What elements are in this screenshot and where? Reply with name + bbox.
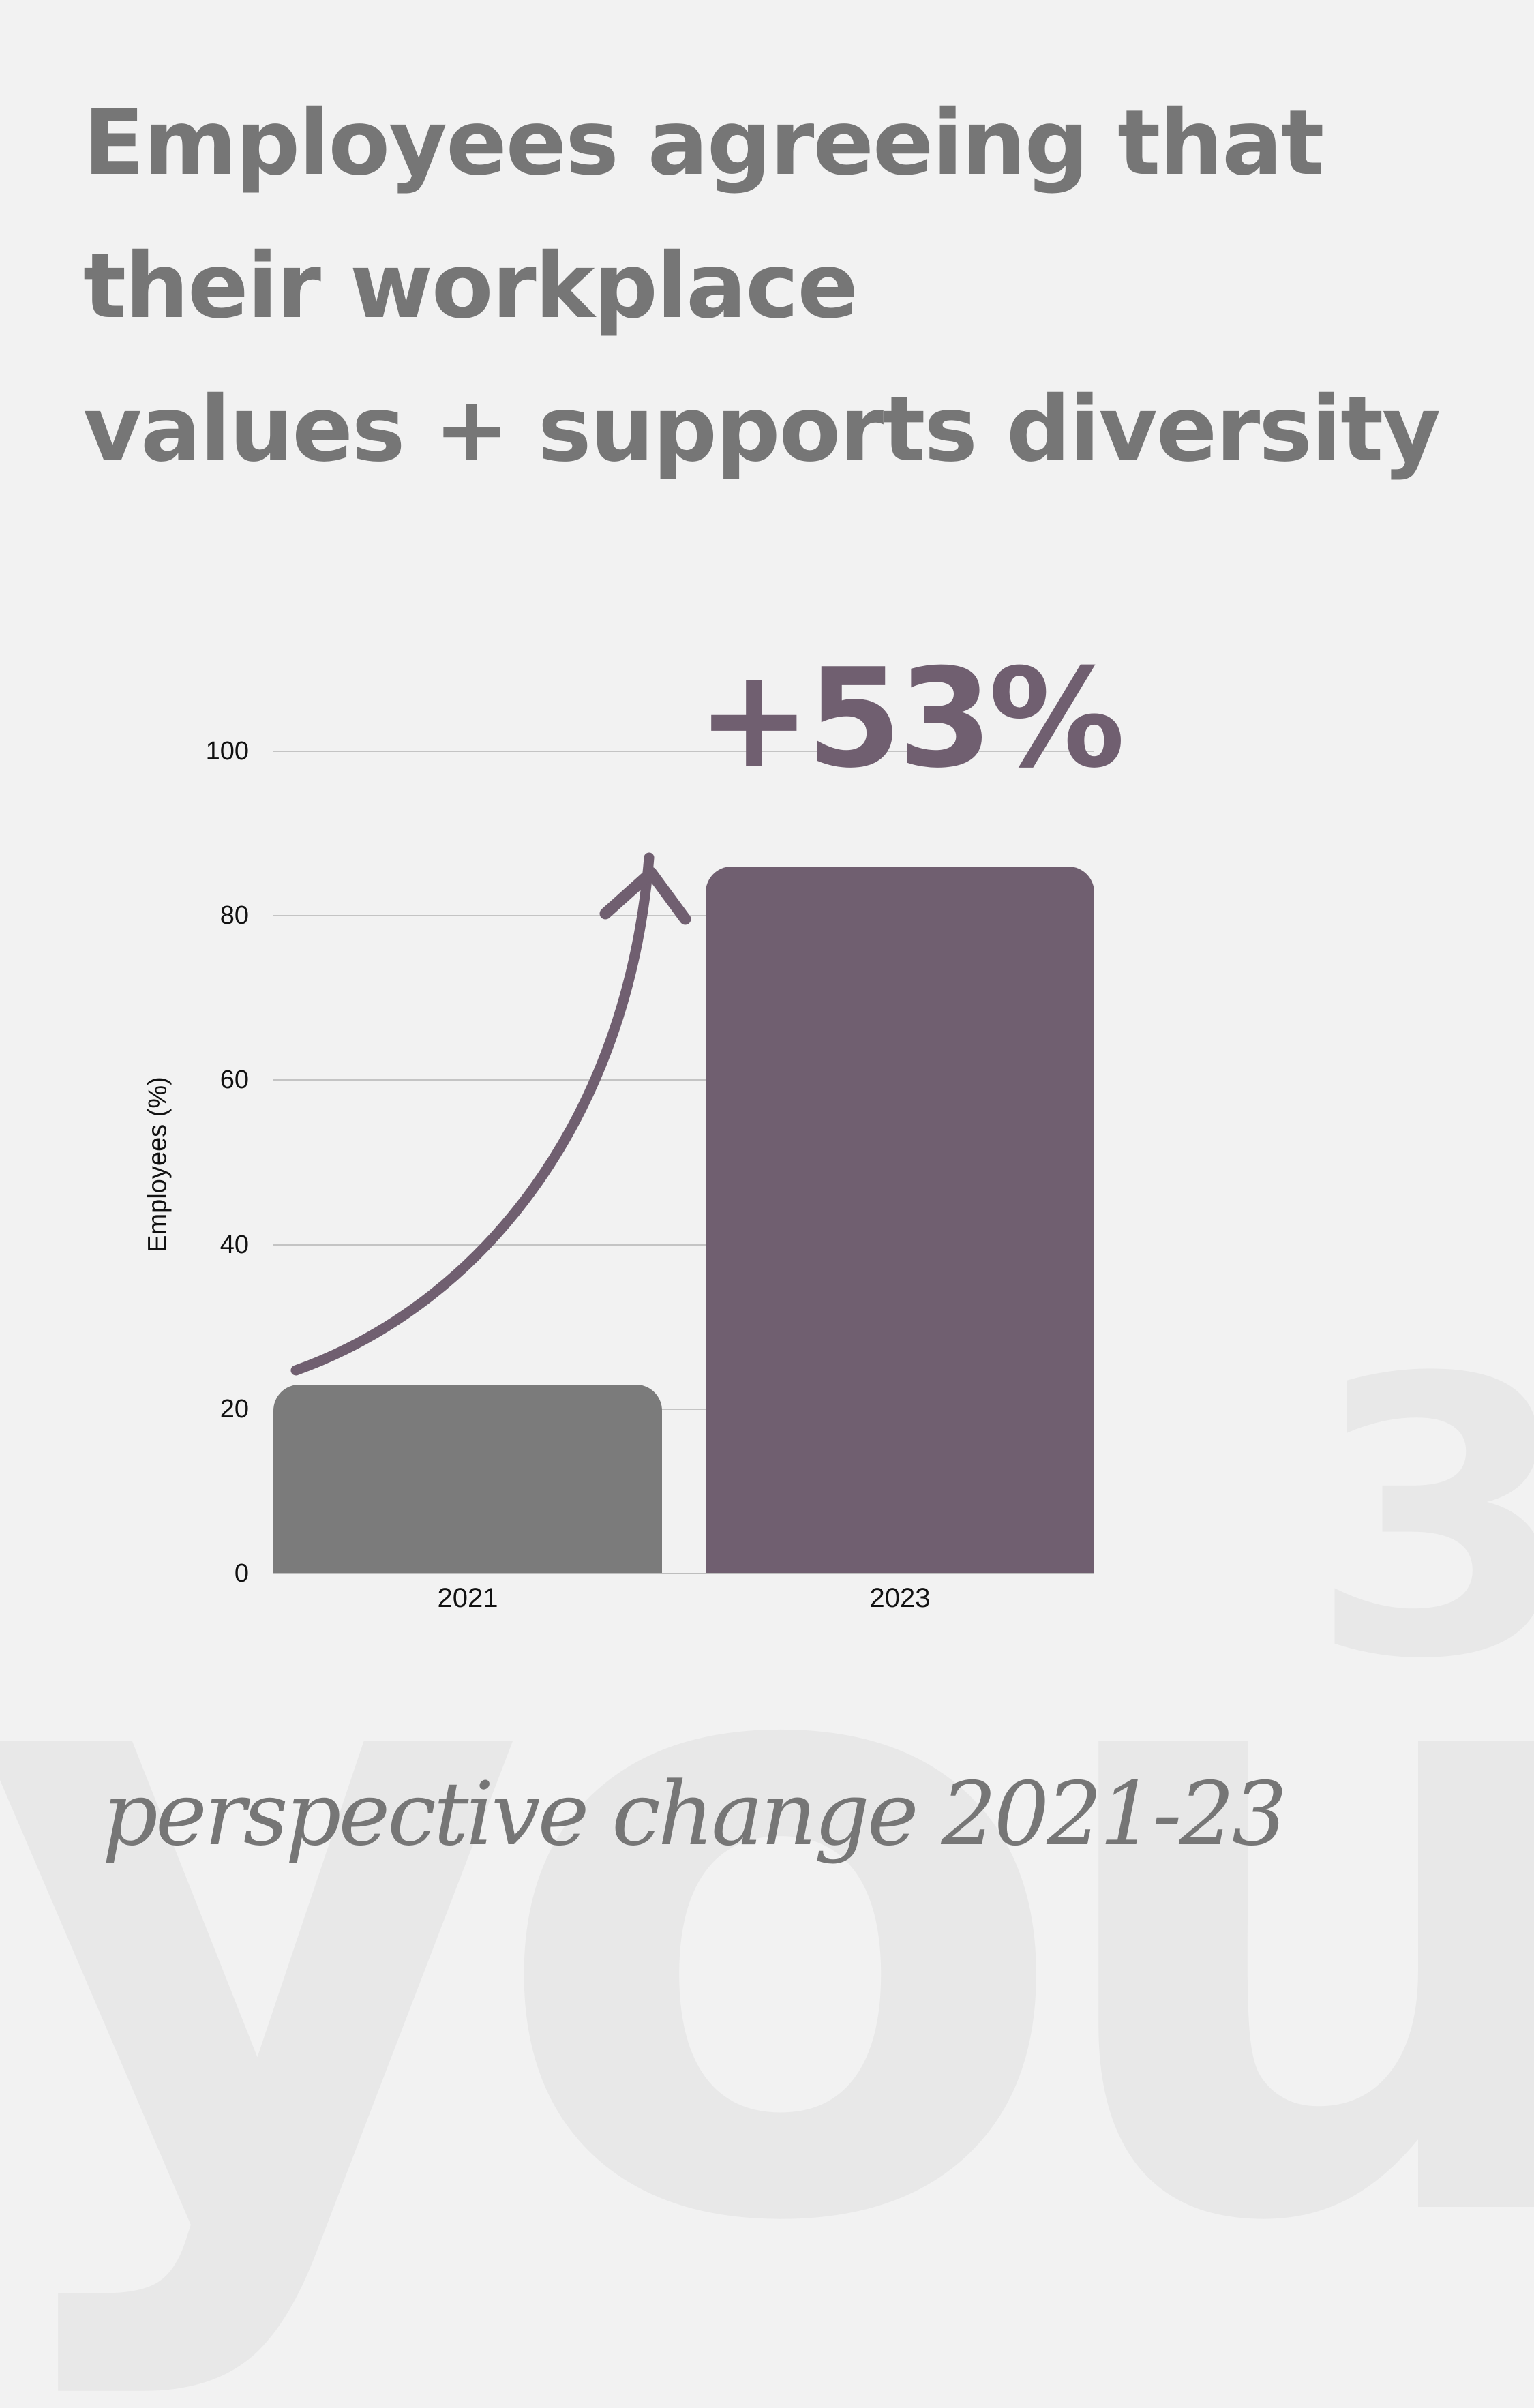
gridline-100: [273, 751, 1094, 752]
gridline-60: [273, 1079, 1094, 1081]
x-axis-baseline: [273, 1573, 1094, 1574]
bar-2023: [706, 867, 1094, 1574]
y-tick-40: 40: [220, 1231, 249, 1259]
chart-title: Employees agreeing that their workplace …: [83, 72, 1515, 501]
chart-title-line-1: Employees agreeing that: [83, 91, 1324, 196]
percent-change-label: +53%: [697, 639, 1125, 798]
x-tick-2021: 2021: [437, 1583, 498, 1613]
y-tick-100: 100: [205, 737, 249, 766]
y-tick-0: 0: [234, 1559, 249, 1588]
y-tick-80: 80: [220, 901, 249, 930]
brand-watermark-superscript: 3: [1309, 1298, 1534, 1743]
gridline-40: [273, 1244, 1094, 1246]
x-tick-2023: 2023: [869, 1583, 931, 1613]
y-tick-60: 60: [220, 1066, 249, 1094]
growth-arrow-icon: [290, 852, 691, 1376]
gridline-20: [273, 1409, 1094, 1410]
chart-title-line-2: their workplace: [83, 234, 858, 339]
chart-subtitle: perspective change 2021-23: [102, 1764, 1287, 1865]
bar-2021: [273, 1385, 662, 1574]
chart-title-line-3: values + supports diversity: [83, 377, 1441, 482]
y-tick-20: 20: [220, 1395, 249, 1424]
bar-chart: 100 80 60 40 20 0 Employees (%) 2021 202…: [144, 639, 1126, 1614]
